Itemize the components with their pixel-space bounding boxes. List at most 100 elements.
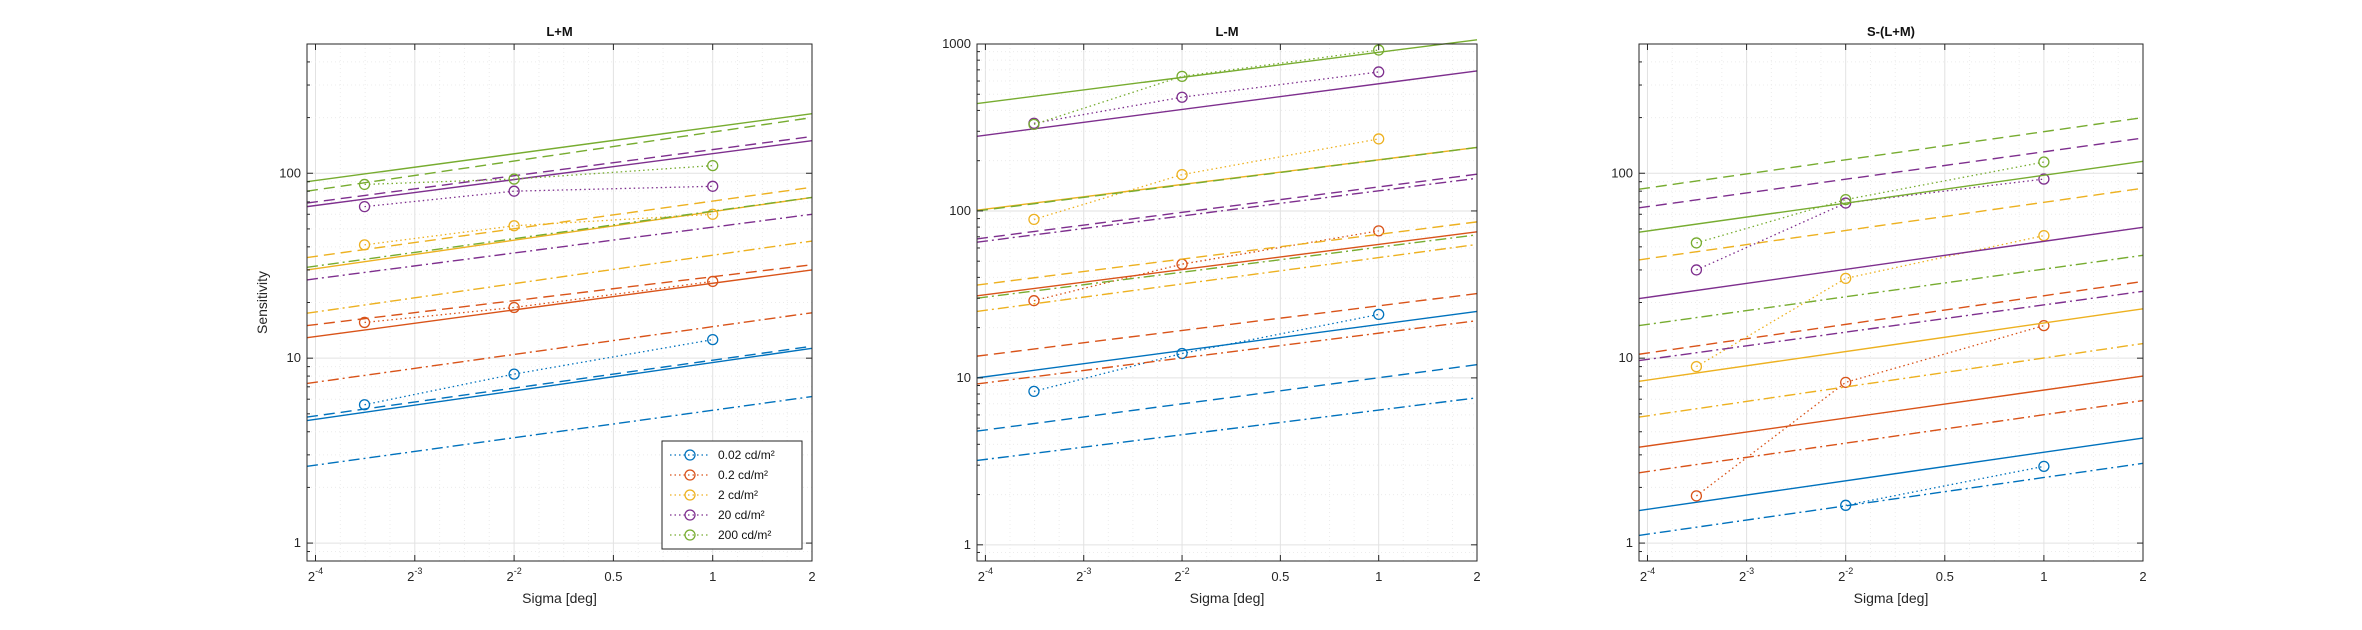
- model-line-solid: [1638, 375, 2144, 448]
- data-point: [1176, 70, 1188, 83]
- measured-line: [1696, 178, 2044, 271]
- model-line-dashdot: [1638, 254, 2144, 327]
- data-point: [1028, 385, 1040, 398]
- x-axis-label: Sigma [deg]: [1854, 590, 1929, 606]
- x-tick-label: 2-3: [407, 566, 422, 584]
- x-tick-labels: 2-4 2-3 2-2 0.5 1 2: [1640, 566, 2147, 584]
- data-point: [508, 173, 520, 185]
- data-point: [508, 185, 520, 197]
- data-point: [1840, 272, 1852, 285]
- model-line-solid: [976, 146, 1478, 211]
- data-point: [358, 178, 371, 191]
- y-tick-label: 10: [287, 350, 301, 365]
- y-tick-label: 1000: [942, 36, 971, 51]
- data-point: [1840, 499, 1852, 511]
- data-point: [1373, 66, 1385, 78]
- legend-item: 20 cd/m²: [670, 508, 765, 522]
- measured-line: [364, 280, 713, 324]
- legend-item: 0.2 cd/m²: [670, 468, 768, 482]
- y-tick-label: 100: [1611, 165, 1633, 180]
- legend-marker: [684, 489, 696, 501]
- data-point: [707, 333, 719, 346]
- model-line-dashdot: [306, 213, 813, 281]
- y-tick-label: 1: [294, 535, 301, 550]
- legend-item: 0.02 cd/m²: [670, 448, 775, 462]
- data-point: [508, 301, 520, 314]
- legend-marker: [684, 509, 696, 521]
- x-tick-label: 2-2: [506, 566, 521, 584]
- y-tick-labels: 1 10 100 1000: [942, 36, 971, 552]
- legend: 0.02 cd/m² 0.2 cd/m² 2 cd/m² 20 cd/m² 200 cd…: [661, 440, 803, 550]
- series: [1638, 280, 2144, 502]
- x-axis-label: Sigma [deg]: [522, 590, 597, 606]
- model-line-solid: [306, 269, 813, 339]
- legend-marker: [684, 529, 696, 541]
- measured-line: [1033, 71, 1379, 124]
- series-layer: [1638, 116, 2144, 537]
- data-point: [1373, 308, 1385, 321]
- y-tick-label: 1: [1626, 535, 1633, 550]
- series: [976, 133, 1478, 313]
- chart-title: S-(L+M): [1867, 24, 1915, 39]
- model-line-dashdot: [1638, 399, 2144, 474]
- y-tick-label: 1: [964, 537, 971, 552]
- series: [1638, 137, 2144, 362]
- model-line-solid: [306, 347, 813, 422]
- data-point: [358, 200, 371, 213]
- model-line-solid: [1638, 437, 2144, 512]
- model-line-solid: [1638, 308, 2144, 382]
- model-line-solid: [976, 231, 1478, 297]
- legend-item: 200 cd/m²: [670, 528, 771, 542]
- data-point: [707, 180, 719, 192]
- measured-line: [1033, 313, 1379, 393]
- series-layer: [976, 39, 1478, 462]
- data-point: [1840, 193, 1852, 206]
- x-tick-label: 2-4: [978, 566, 993, 584]
- chart-panel-s-minus-lm: 2-4 2-3 2-2 0.5 1 2 1 10 100 S-(L+M) Sigma [deg…: [1611, 24, 2146, 606]
- x-tick-label: 1: [709, 569, 716, 584]
- model-line-solid: [1638, 160, 2144, 233]
- y-tick-label: 100: [949, 203, 971, 218]
- data-point: [508, 220, 520, 232]
- data-point: [1028, 213, 1040, 226]
- model-line-solid: [306, 139, 813, 208]
- x-tick-label: 2-3: [1076, 566, 1091, 584]
- series: [306, 135, 813, 281]
- model-line-dashdot: [306, 240, 813, 314]
- measured-line: [1696, 324, 2045, 497]
- data-point: [2038, 156, 2050, 168]
- measured-line: [364, 185, 713, 208]
- legend-label: 0.2 cd/m²: [718, 468, 768, 482]
- series: [976, 66, 1478, 243]
- y-tick-labels: 1 10 100: [279, 165, 301, 550]
- legend-label: 20 cd/m²: [718, 508, 765, 522]
- model-line-dashdot: [1638, 342, 2144, 418]
- model-line-dashdot: [976, 234, 1478, 299]
- model-line-solid: [976, 70, 1478, 137]
- data-point: [1840, 376, 1852, 388]
- legend-label: 200 cd/m²: [718, 528, 771, 542]
- data-point: [2038, 460, 2050, 472]
- data-point: [1690, 237, 1703, 249]
- x-tick-label: 2-2: [1174, 566, 1189, 584]
- x-tick-label: 1: [1375, 569, 1382, 584]
- x-tick-label: 2-4: [1640, 566, 1655, 584]
- model-line-solid: [306, 112, 813, 183]
- data-point: [1690, 490, 1703, 502]
- series: [976, 39, 1478, 299]
- series: [306, 333, 813, 468]
- x-tick-labels: 2-4 2-3 2-2 0.5 1 2: [308, 566, 816, 584]
- x-tick-label: 2-2: [1838, 566, 1853, 584]
- measured-line: [364, 338, 713, 406]
- x-tick-label: 2-4: [308, 566, 323, 584]
- measured-line: [364, 164, 713, 186]
- legend-marker: [684, 449, 696, 461]
- model-line-dashdot: [1638, 462, 2144, 537]
- data-point: [2038, 319, 2050, 332]
- data-point: [707, 159, 719, 172]
- x-tick-label: 1: [2040, 569, 2047, 584]
- tick-marks: [307, 43, 813, 562]
- data-point: [2038, 173, 2050, 185]
- axes-box: [976, 43, 1478, 562]
- series: [1638, 116, 2144, 327]
